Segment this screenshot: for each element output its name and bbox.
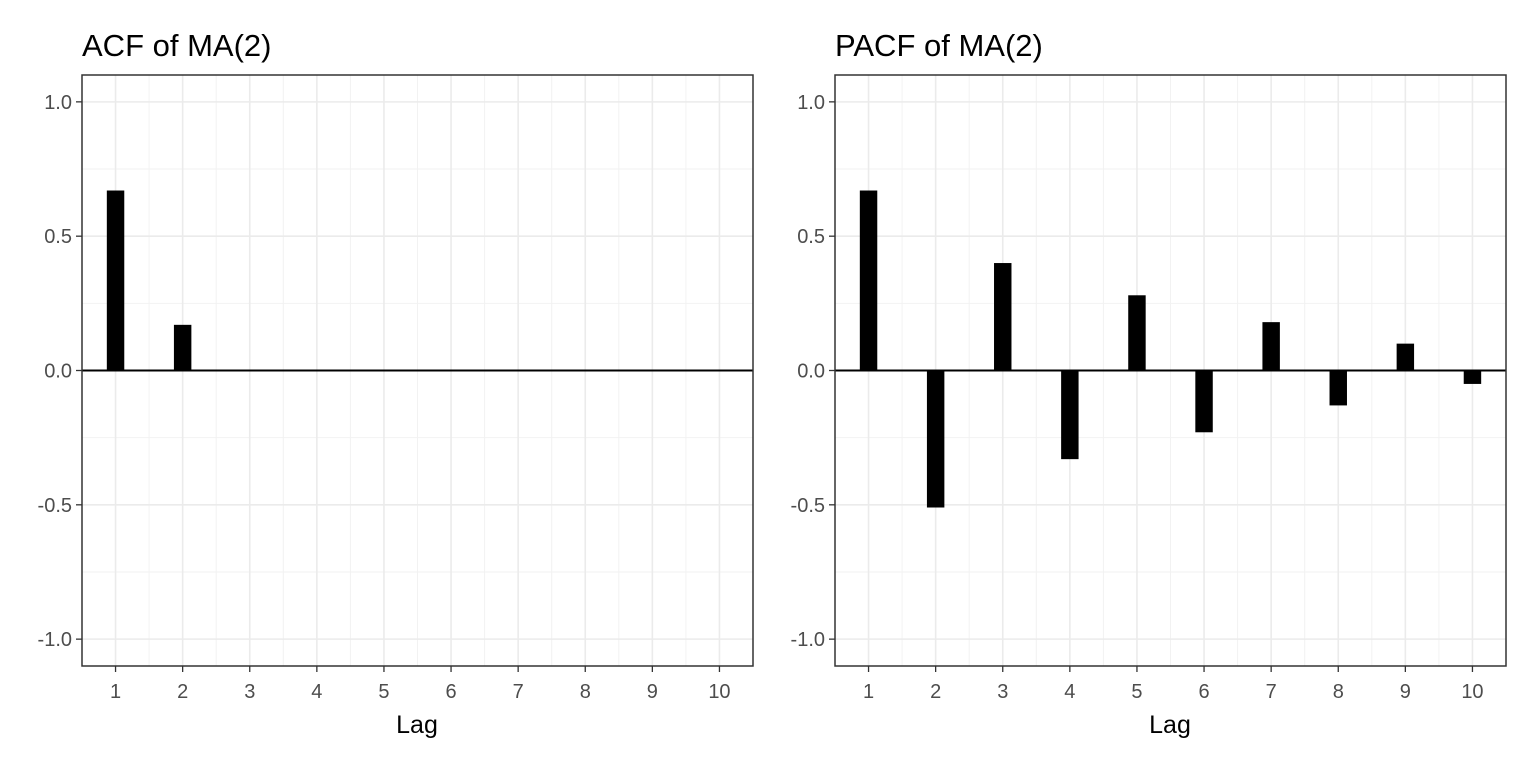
acf-panel: ACF of MA(2) Lag 1.0 0.5 0.0 -0.5 -1.0 1 2 3 4 5 6…	[38, 28, 754, 739]
pacf-y-tick-label: 1.0	[797, 92, 825, 114]
acf-panel-border	[81, 74, 754, 667]
pacf-x-axis-title: Lag	[1149, 711, 1191, 739]
pacf-x-tick-label: 1	[863, 681, 874, 703]
pacf-chart-title: PACF of MA(2)	[835, 28, 1043, 63]
pacf-x-tick-label: 8	[1333, 681, 1344, 703]
pacf-bar-lag-4	[1061, 370, 1079, 460]
acf-y-tick-label: -0.5	[38, 495, 72, 517]
acf-x-tick-label: 9	[647, 681, 658, 703]
acf-chart-title: ACF of MA(2)	[82, 28, 271, 63]
pacf-bar-lag-6	[1195, 370, 1213, 433]
acf-y-tick-label: -1.0	[38, 629, 72, 651]
pacf-x-tick-label: 6	[1198, 681, 1209, 703]
pacf-panel: PACF of MA(2) Lag 1.0 0.5 0.0 -0.5 -1.0 1 2 3 4 5…	[791, 28, 1507, 739]
pacf-x-tick-label: 4	[1064, 681, 1075, 703]
pacf-bar-lag-9	[1396, 343, 1415, 371]
acf-bar-lag-2	[173, 324, 192, 371]
pacf-bar-lag-7	[1262, 322, 1280, 371]
pacf-x-tick-label: 3	[997, 681, 1008, 703]
acf-y-tick-label: 0.0	[44, 361, 72, 383]
acf-x-tick-label: 6	[445, 681, 456, 703]
pacf-y-tick-label: 0.5	[797, 226, 825, 248]
acf-bar-lag-1	[106, 190, 125, 371]
acf-x-tick-label: 1	[110, 681, 121, 703]
pacf-x-tick-label: 5	[1131, 681, 1142, 703]
pacf-bar-lag-5	[1128, 295, 1146, 371]
pacf-bar-lag-10	[1463, 370, 1482, 384]
acf-x-tick-label: 7	[513, 681, 524, 703]
acf-x-tick-label: 5	[378, 681, 389, 703]
pacf-bar-lag-3	[994, 263, 1012, 371]
pacf-bar-lag-8	[1329, 370, 1347, 406]
acf-x-tick-label: 10	[708, 681, 730, 703]
acf-y-tick-label: 1.0	[44, 92, 72, 114]
pacf-panel-border	[834, 74, 1507, 667]
pacf-x-tick-label: 7	[1266, 681, 1277, 703]
acf-x-axis-title: Lag	[396, 711, 438, 739]
acf-x-tick-label: 2	[177, 681, 188, 703]
acf-y-tick-label: 0.5	[44, 226, 72, 248]
pacf-x-tick-label: 2	[930, 681, 941, 703]
pacf-bar-lag-2	[926, 370, 945, 508]
acf-x-tick-label: 3	[244, 681, 255, 703]
pacf-y-tick-label: -1.0	[791, 629, 825, 651]
pacf-x-tick-label: 9	[1400, 681, 1411, 703]
pacf-y-tick-label: -0.5	[791, 495, 825, 517]
pacf-y-tick-label: 0.0	[797, 361, 825, 383]
pacf-bar-lag-1	[859, 190, 878, 371]
acf-x-tick-label: 8	[580, 681, 591, 703]
pacf-x-tick-label: 10	[1461, 681, 1483, 703]
acf-x-tick-label: 4	[311, 681, 322, 703]
